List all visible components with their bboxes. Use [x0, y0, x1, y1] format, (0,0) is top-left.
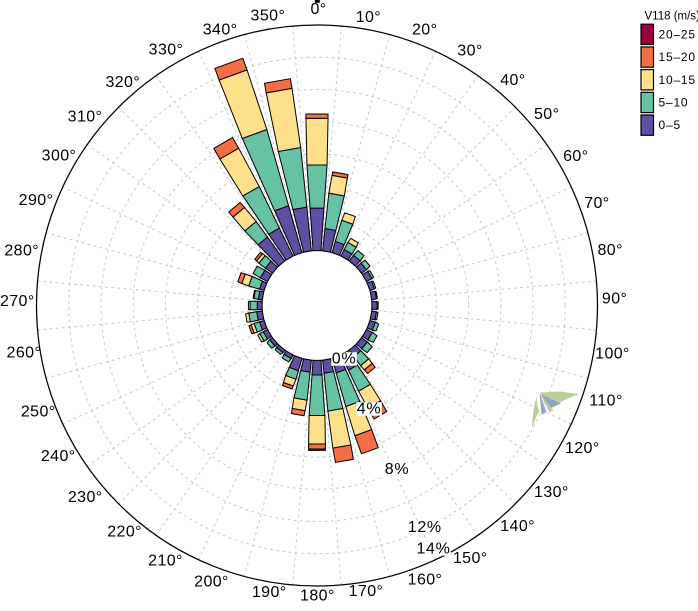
- svg-text:20–25: 20–25: [659, 27, 696, 41]
- svg-text:4%: 4%: [357, 401, 382, 418]
- svg-text:340°: 340°: [203, 22, 238, 39]
- svg-text:240°: 240°: [41, 448, 76, 465]
- svg-text:280°: 280°: [4, 242, 39, 259]
- svg-text:230°: 230°: [68, 489, 103, 506]
- svg-text:60°: 60°: [563, 148, 588, 165]
- svg-text:10°: 10°: [356, 9, 381, 26]
- svg-text:150°: 150°: [453, 550, 488, 567]
- svg-text:320°: 320°: [105, 74, 140, 91]
- svg-text:220°: 220°: [107, 524, 142, 541]
- svg-text:20°: 20°: [412, 21, 437, 38]
- svg-text:5–10: 5–10: [659, 96, 689, 110]
- svg-text:80°: 80°: [597, 242, 622, 259]
- svg-text:15–20: 15–20: [659, 50, 696, 64]
- svg-text:0%: 0%: [332, 351, 357, 368]
- svg-text:290°: 290°: [19, 192, 54, 209]
- svg-text:14%: 14%: [416, 541, 450, 558]
- svg-text:130°: 130°: [534, 484, 569, 501]
- svg-text:50°: 50°: [534, 106, 559, 123]
- svg-text:200°: 200°: [194, 573, 229, 590]
- svg-text:40°: 40°: [500, 72, 525, 89]
- svg-text:140°: 140°: [500, 518, 535, 535]
- svg-text:260°: 260°: [7, 345, 42, 362]
- svg-text:310°: 310°: [68, 109, 103, 126]
- svg-text:270°: 270°: [0, 293, 35, 310]
- svg-text:V118 (m/s): V118 (m/s): [645, 11, 698, 23]
- svg-text:170°: 170°: [349, 583, 384, 600]
- svg-text:300°: 300°: [42, 147, 77, 164]
- svg-text:12%: 12%: [408, 519, 442, 536]
- svg-text:8%: 8%: [385, 461, 410, 478]
- svg-text:0°: 0°: [310, 1, 326, 18]
- svg-text:330°: 330°: [149, 42, 184, 59]
- svg-text:250°: 250°: [21, 403, 56, 420]
- svg-text:190°: 190°: [252, 584, 287, 601]
- svg-text:180°: 180°: [300, 588, 335, 605]
- svg-text:0–5: 0–5: [659, 118, 681, 132]
- svg-text:160°: 160°: [408, 572, 443, 589]
- svg-text:100°: 100°: [595, 345, 630, 362]
- svg-text:210°: 210°: [148, 553, 183, 570]
- svg-text:90°: 90°: [602, 291, 627, 308]
- svg-text:10–15: 10–15: [659, 73, 696, 87]
- svg-text:350°: 350°: [251, 8, 286, 25]
- svg-text:30°: 30°: [457, 43, 482, 60]
- svg-text:120°: 120°: [565, 440, 600, 457]
- svg-text:70°: 70°: [584, 195, 609, 212]
- svg-text:110°: 110°: [589, 393, 623, 410]
